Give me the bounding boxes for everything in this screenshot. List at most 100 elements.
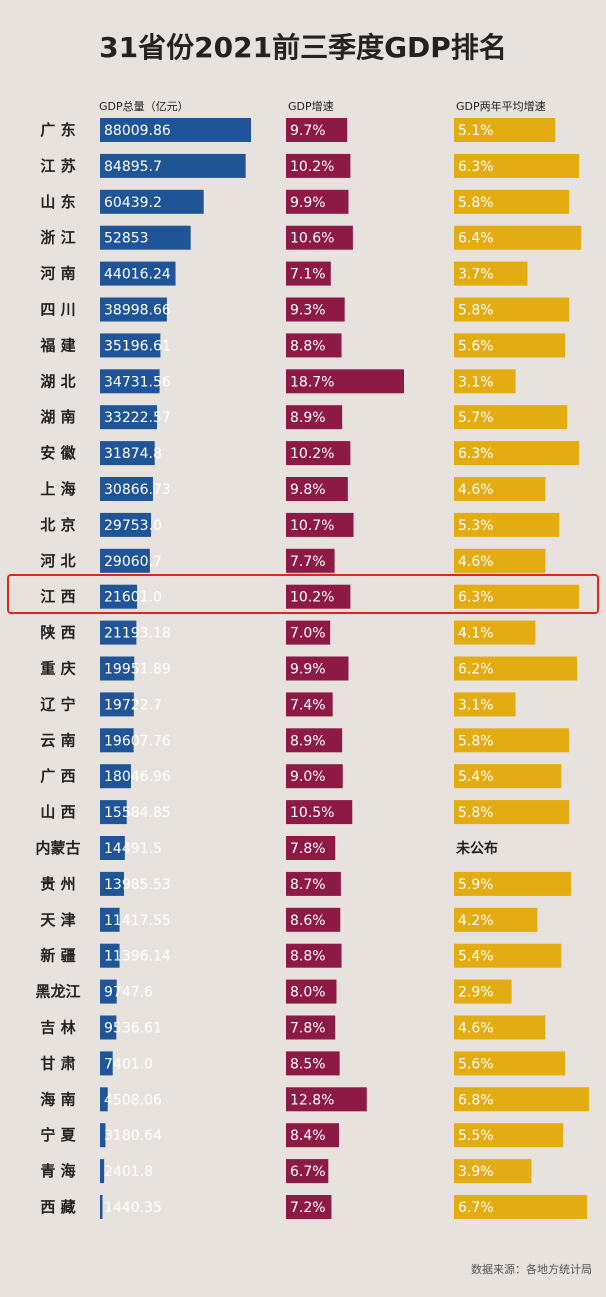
gdp-growth-bar xyxy=(286,1195,332,1219)
gdp-growth-value-label: 9.7% xyxy=(290,123,326,139)
two-year-growth-value-label: 6.3% xyxy=(458,590,494,606)
gdp-growth-bar xyxy=(286,261,331,286)
gdp-growth-bar xyxy=(286,369,404,394)
province-label: 上 海 xyxy=(40,480,75,498)
province-label: 河 北 xyxy=(40,552,75,570)
two-year-growth-value-label: 5.6% xyxy=(458,1056,494,1072)
gdp-total-bar xyxy=(100,800,127,825)
two-year-growth-bar xyxy=(454,1123,564,1148)
gdp-growth-value-label: 9.3% xyxy=(290,303,326,319)
gdp-growth-bar xyxy=(286,1087,367,1112)
two-year-growth-value-label: 5.3% xyxy=(458,518,494,534)
two-year-growth-bar xyxy=(454,118,556,142)
gdp-growth-bar xyxy=(286,764,343,789)
gdp-total-value-label: 7401.0 xyxy=(104,1056,153,1072)
province-label: 山 西 xyxy=(40,803,75,821)
province-label: 青 海 xyxy=(40,1162,75,1180)
gdp-growth-bar xyxy=(286,836,336,860)
province-label: 河 南 xyxy=(40,265,75,283)
two-year-growth-value-label: 6.8% xyxy=(458,1092,494,1108)
two-year-growth-bar xyxy=(454,979,512,1004)
gdp-growth-value-label: 10.2% xyxy=(290,590,334,606)
province-label: 山 东 xyxy=(40,193,75,211)
gdp-total-bar xyxy=(100,871,124,896)
two-year-growth-value-label: 6.7% xyxy=(458,1200,494,1216)
province-label: 安 徽 xyxy=(40,444,76,462)
two-year-growth-value-label: 4.6% xyxy=(458,482,494,498)
gdp-total-bar xyxy=(100,1087,108,1112)
gdp-growth-value-label: 8.8% xyxy=(290,949,326,965)
two-year-growth-bar xyxy=(454,871,572,896)
gdp-growth-bar xyxy=(286,692,333,717)
gdp-total-bar xyxy=(100,656,135,681)
gdp-total-bar xyxy=(100,261,176,286)
gdp-growth-value-label: 7.4% xyxy=(290,697,326,713)
gdp-total-value-label: 34731.56 xyxy=(104,374,171,390)
gdp-total-bar xyxy=(100,1123,106,1148)
two-year-growth-bar xyxy=(454,225,582,250)
gdp-total-bar xyxy=(100,584,138,609)
two-year-growth-bar xyxy=(454,800,570,825)
two-year-growth-value-label: 4.1% xyxy=(458,626,494,642)
chart-title: 31省份2021前三季度GDP排名 xyxy=(99,31,507,64)
gdp-total-value-label: 13985.53 xyxy=(104,877,171,893)
two-year-growth-value-label: 5.5% xyxy=(458,1128,494,1144)
province-label: 云 南 xyxy=(40,731,75,749)
two-year-growth-value-label: 5.8% xyxy=(458,805,494,821)
gdp-growth-value-label: 7.1% xyxy=(290,267,326,283)
gdp-total-bar xyxy=(100,728,134,753)
gdp-total-bar xyxy=(100,477,153,501)
two-year-growth-value-label: 2.9% xyxy=(458,985,494,1001)
province-label: 福 建 xyxy=(39,336,76,354)
gdp-total-value-label: 84895.7 xyxy=(104,159,162,175)
gdp-growth-value-label: 8.8% xyxy=(290,338,326,354)
province-label: 内蒙古 xyxy=(35,839,80,857)
gdp-growth-value-label: 8.9% xyxy=(290,410,326,426)
gdp-growth-bar xyxy=(286,441,351,466)
gdp-total-bar xyxy=(100,405,158,430)
gdp-growth-value-label: 8.5% xyxy=(290,1056,326,1072)
gdp-total-bar xyxy=(100,1051,113,1076)
two-year-growth-value-label: 5.8% xyxy=(458,303,494,319)
two-year-growth-value-label: 5.4% xyxy=(458,949,494,965)
gdp-growth-bar xyxy=(286,620,331,645)
two-year-growth-value-label: 5.8% xyxy=(458,733,494,749)
column-header-gdp-total: GDP总量（亿元） xyxy=(99,100,189,113)
gdp-growth-value-label: 10.2% xyxy=(290,159,334,175)
gdp-growth-value-label: 18.7% xyxy=(290,374,334,390)
gdp-total-value-label: 88009.86 xyxy=(104,123,171,139)
gdp-total-value-label: 31874.8 xyxy=(104,446,162,462)
gdp-growth-bar xyxy=(286,153,351,178)
gdp-growth-value-label: 9.8% xyxy=(290,482,326,498)
gdp-total-value-label: 14491.5 xyxy=(104,841,162,857)
two-year-growth-value-label: 4.6% xyxy=(458,1021,494,1037)
gdp-growth-value-label: 7.2% xyxy=(290,1200,326,1216)
gdp-growth-bar xyxy=(286,584,351,609)
gdp-growth-bar xyxy=(286,979,337,1004)
gdp-growth-value-label: 8.4% xyxy=(290,1128,326,1144)
two-year-growth-value-label: 3.1% xyxy=(458,697,494,713)
gdp-total-bar xyxy=(100,369,160,394)
gdp-total-value-label: 44016.24 xyxy=(104,267,171,283)
two-year-growth-value-label: 5.8% xyxy=(458,195,494,211)
two-year-growth-bar xyxy=(454,261,528,286)
province-label: 宁 夏 xyxy=(40,1126,76,1144)
two-year-growth-bar xyxy=(454,153,580,178)
gdp-growth-value-label: 8.9% xyxy=(290,733,326,749)
gdp-growth-bar xyxy=(286,1123,340,1148)
gdp-total-bar xyxy=(100,118,251,142)
gdp-total-bar xyxy=(100,764,131,789)
two-year-growth-value-label: 5.4% xyxy=(458,769,494,785)
two-year-growth-bar xyxy=(454,333,566,358)
two-year-growth-value-label: 6.2% xyxy=(458,662,494,678)
gdp-total-bar xyxy=(100,225,191,250)
gdp-growth-value-label: 7.7% xyxy=(290,554,326,570)
province-label: 陕 西 xyxy=(40,624,75,642)
two-year-growth-bar xyxy=(454,189,570,214)
province-label: 吉 林 xyxy=(40,1019,76,1037)
gdp-total-value-label: 21193.18 xyxy=(104,626,171,642)
province-label: 海 南 xyxy=(40,1090,75,1108)
gdp-total-value-label: 33222.57 xyxy=(104,410,171,426)
gdp-growth-value-label: 12.8% xyxy=(290,1092,334,1108)
